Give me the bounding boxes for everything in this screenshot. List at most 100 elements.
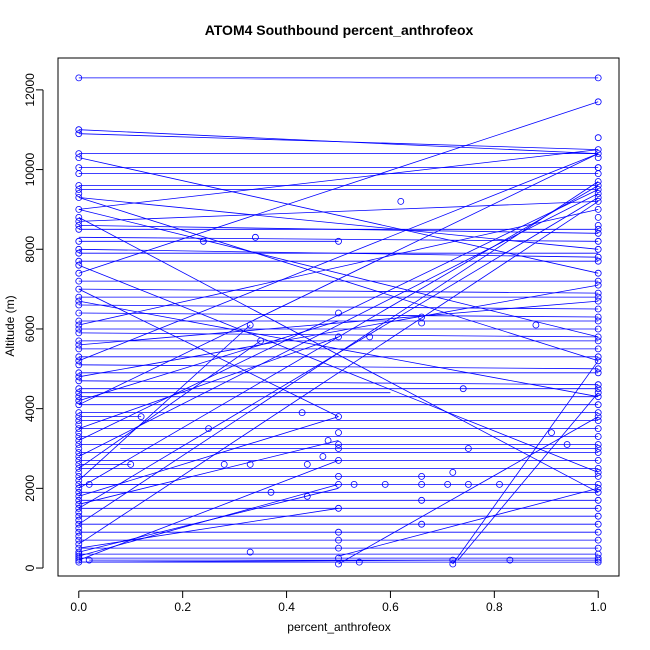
data-point-164 [594, 480, 602, 488]
data-point-45 [75, 337, 83, 345]
data-point-132 [594, 281, 602, 289]
series-line-53 [78, 189, 599, 441]
data-point-92 [381, 480, 389, 488]
data-point-204 [75, 170, 83, 178]
data-point-130 [594, 269, 602, 277]
data-point-37 [532, 321, 540, 329]
data-point-54 [75, 401, 83, 409]
data-point-172 [594, 536, 602, 544]
data-point-147 [594, 381, 602, 389]
data-point-41 [75, 329, 83, 337]
data-point-154 [594, 417, 602, 425]
series-line-91 [78, 225, 599, 234]
data-point-151 [594, 401, 602, 409]
data-point-108 [335, 544, 342, 552]
data-point-99 [75, 504, 83, 512]
data-point-139 [594, 325, 602, 333]
data-point-159 [594, 449, 602, 456]
data-point-105 [75, 536, 83, 544]
data-point-49 [75, 369, 83, 377]
data-point-188 [75, 445, 83, 452]
data-point-206 [75, 213, 83, 221]
series-line-7 [78, 149, 599, 210]
data-point-211 [75, 154, 83, 162]
data-point-36 [418, 319, 426, 327]
data-point-121 [594, 186, 602, 193]
data-point-203 [75, 556, 83, 564]
series-line-89 [78, 300, 599, 398]
data-point-22 [335, 237, 342, 245]
data-point-197 [75, 516, 83, 524]
data-point-208 [75, 249, 83, 257]
data-point-157 [594, 441, 602, 448]
data-point-137 [594, 313, 602, 321]
data-point-131 [594, 277, 602, 285]
data-point-156 [594, 433, 602, 440]
y-tick-label-3: 6000 [23, 315, 37, 342]
data-point-136 [594, 305, 602, 313]
data-point-46 [75, 345, 83, 353]
data-point-86 [418, 480, 426, 488]
data-point-18 [397, 197, 405, 205]
data-point-58 [137, 413, 145, 421]
data-point-61 [75, 425, 83, 433]
data-point-42 [335, 333, 342, 341]
data-point-70 [335, 445, 342, 452]
series-line-70 [78, 209, 599, 338]
data-point-76 [220, 460, 228, 468]
series-line-28 [78, 380, 599, 386]
series-line-64 [78, 340, 261, 469]
data-point-38 [246, 321, 254, 329]
data-point-160 [594, 456, 602, 464]
data-point-192 [75, 476, 83, 484]
data-point-12 [75, 186, 83, 193]
data-point-16 [594, 197, 602, 205]
data-point-152 [594, 409, 602, 417]
y-tick-label-0: 0 [23, 564, 37, 571]
series-line-61 [78, 209, 599, 326]
data-point-187 [75, 437, 83, 444]
data-point-129 [594, 253, 602, 261]
data-point-52 [75, 385, 83, 393]
series-line-58 [78, 201, 599, 545]
data-point-82 [335, 472, 342, 480]
series-line-81 [338, 487, 599, 557]
data-point-66 [335, 441, 342, 448]
data-point-198 [75, 524, 83, 532]
data-point-84 [335, 480, 342, 488]
series-line-76 [78, 460, 339, 561]
data-point-123 [594, 194, 602, 201]
data-point-53 [75, 393, 83, 401]
series-line-93 [78, 133, 599, 150]
data-point-1 [594, 74, 602, 82]
data-point-47 [75, 353, 83, 361]
data-point-7 [594, 134, 602, 142]
data-point-56 [298, 409, 306, 417]
data-point-80 [449, 468, 457, 476]
data-point-90 [75, 480, 83, 488]
data-point-210 [75, 297, 83, 305]
y-tick-label-1: 2000 [23, 475, 37, 502]
x-tick-label-1: 0.2 [174, 600, 191, 614]
data-point-113 [449, 556, 457, 564]
data-point-207 [75, 221, 83, 229]
data-point-33 [75, 309, 83, 317]
data-point-97 [418, 496, 426, 504]
data-point-23 [75, 237, 83, 245]
data-point-94 [303, 492, 311, 500]
data-point-32 [75, 301, 83, 309]
data-point-134 [594, 293, 602, 301]
data-point-142 [594, 345, 602, 353]
data-point-143 [594, 353, 602, 361]
data-point-146 [594, 369, 602, 377]
data-point-48 [75, 361, 83, 369]
data-point-179 [75, 341, 83, 349]
data-point-31 [75, 293, 83, 301]
series-line-79 [338, 416, 599, 565]
data-point-81 [418, 472, 426, 480]
series-line-14 [78, 101, 599, 274]
series-line-77 [78, 487, 339, 553]
data-point-65 [324, 437, 332, 444]
data-point-184 [75, 413, 83, 421]
